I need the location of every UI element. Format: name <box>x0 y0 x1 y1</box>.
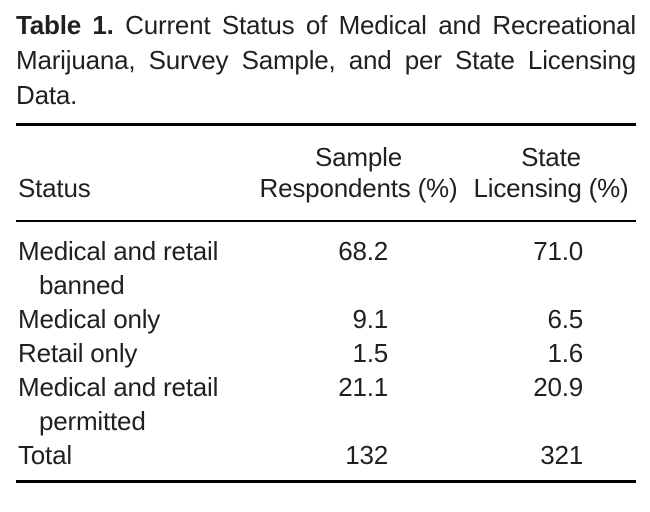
table-header: Status Sample Respondents (%) State Lice… <box>16 125 636 221</box>
status-cell: Medical only <box>16 302 251 336</box>
table-body: Medical and retail banned 68.2 71.0 Medi… <box>16 221 636 482</box>
sample-value-cell: 9.1 <box>352 304 388 334</box>
state-value-cell: 20.9 <box>533 372 583 402</box>
table-row: Medical only 9.1 6.5 <box>16 302 636 336</box>
column-header-sample-respondents: Sample Respondents (%) <box>259 142 458 203</box>
data-table: Status Sample Respondents (%) State Lice… <box>16 123 636 483</box>
column-header-state-licensing: State Licensing (%) <box>473 142 629 203</box>
table-row: Total 132 321 <box>16 438 636 482</box>
sample-value-cell: 68.2 <box>338 236 388 266</box>
sample-value-cell: 21.1 <box>338 372 388 402</box>
table-caption: Table 1. Current Status of Medical and R… <box>16 8 636 113</box>
status-label: Total <box>18 440 72 470</box>
column-header-status: Status <box>18 173 91 203</box>
status-cell: Medical and retail permitted <box>16 370 251 438</box>
table-row: Medical and retail permitted 21.1 20.9 <box>16 370 636 438</box>
status-cell: Medical and retail banned <box>16 221 251 302</box>
status-label: Medical and retail permitted <box>18 372 219 436</box>
state-value-cell: 6.5 <box>547 304 583 334</box>
status-label: Medical and retail banned <box>18 236 219 300</box>
sample-value-cell: 132 <box>345 440 388 470</box>
table-header-row: Status Sample Respondents (%) State Lice… <box>16 125 636 221</box>
status-label: Retail only <box>18 338 138 368</box>
paper-table-figure: Table 1. Current Status of Medical and R… <box>16 8 636 483</box>
table-caption-label: Table 1. <box>16 10 114 40</box>
status-cell: Retail only <box>16 336 251 370</box>
state-value-cell: 1.6 <box>547 338 583 368</box>
sample-value-cell: 1.5 <box>352 338 388 368</box>
state-value-cell: 321 <box>540 440 583 470</box>
table-row: Retail only 1.5 1.6 <box>16 336 636 370</box>
table-caption-text: Current Status of Medical and Recreation… <box>16 10 636 110</box>
status-cell: Total <box>16 438 251 482</box>
status-label: Medical only <box>18 304 161 334</box>
state-value-cell: 71.0 <box>533 236 583 266</box>
table-row: Medical and retail banned 68.2 71.0 <box>16 221 636 302</box>
